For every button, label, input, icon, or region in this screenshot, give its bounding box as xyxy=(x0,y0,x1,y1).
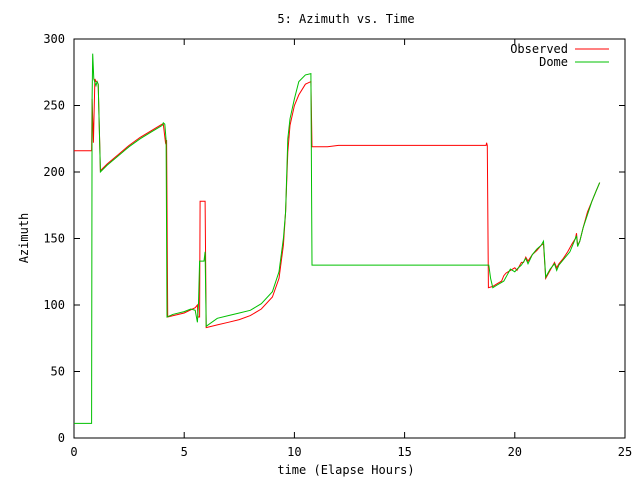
x-tick-label: 10 xyxy=(287,445,301,459)
x-tick-label: 20 xyxy=(508,445,522,459)
series-layer xyxy=(74,53,601,424)
series-line-observed xyxy=(74,78,601,329)
y-tick-label: 200 xyxy=(43,165,65,179)
y-tick-label: 0 xyxy=(58,431,65,445)
chart-title: 5: Azimuth vs. Time xyxy=(277,12,414,26)
y-axis-label: Azimuth xyxy=(17,213,31,264)
y-tick-label: 250 xyxy=(43,99,65,113)
y-tick-label: 300 xyxy=(43,32,65,46)
series-line-dome xyxy=(74,53,601,424)
legend-label-dome: Dome xyxy=(539,55,568,69)
x-tick-label: 5 xyxy=(181,445,188,459)
x-tick-label: 0 xyxy=(70,445,77,459)
y-tick-label: 100 xyxy=(43,298,65,312)
y-tick-label: 50 xyxy=(51,365,65,379)
legend-label-observed: Observed xyxy=(510,42,568,56)
x-tick-label: 15 xyxy=(397,445,411,459)
x-axis-label: time (Elapse Hours) xyxy=(277,463,414,477)
x-tick-label: 25 xyxy=(618,445,632,459)
y-tick-label: 150 xyxy=(43,232,65,246)
